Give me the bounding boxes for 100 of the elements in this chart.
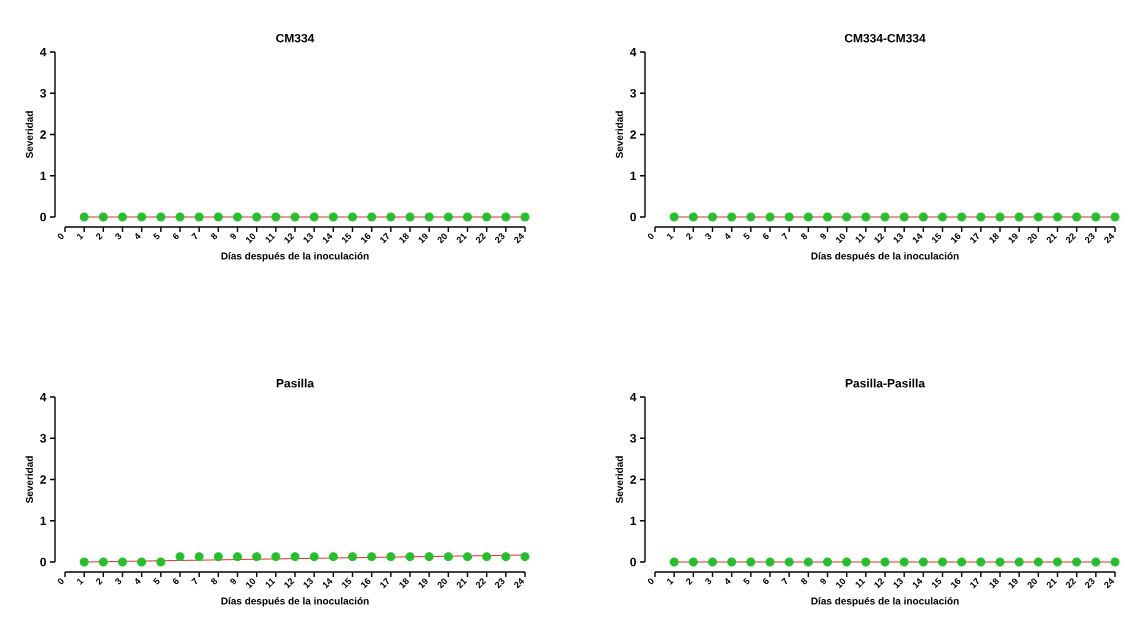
x-tick-label: 24 (1104, 232, 1115, 244)
x-tick-label: 11 (855, 233, 866, 244)
x-tick-label: 13 (893, 578, 903, 589)
chart-title: CM334 (276, 33, 315, 43)
x-tick-label: 7 (781, 577, 788, 585)
x-tick-label: 5 (743, 232, 750, 240)
x-tick-label: 24 (514, 232, 525, 244)
x-tick-label: 3 (115, 578, 122, 585)
x-tick-label: 10 (836, 233, 846, 244)
x-tick-label: 15 (341, 232, 352, 244)
x-tick-label: 4 (135, 232, 141, 240)
x-tick-label: 21 (456, 233, 468, 244)
x-tick-label: 11 (855, 578, 866, 589)
chart-title: Pasilla-Pasilla (845, 378, 926, 388)
x-tick-label: 13 (303, 233, 313, 244)
x-tick-label: 10 (836, 578, 846, 589)
x-tick-label: 18 (989, 578, 999, 589)
x-tick-label: 6 (762, 578, 769, 585)
x-tick-label: 1 (667, 578, 674, 585)
x-tick-label: 20 (437, 578, 447, 589)
x-tick-label: 12 (874, 578, 885, 589)
x-tick-label: 3 (705, 233, 712, 240)
y-tick-label: 3 (40, 434, 47, 443)
x-tick-label: 8 (211, 233, 218, 240)
x-tick-label: 12 (284, 578, 295, 589)
y-tick-label: 4 (39, 392, 47, 402)
x-tick-label: 22 (1065, 578, 1077, 589)
y-tick-label: 4 (39, 47, 47, 57)
x-tick-label: 1 (667, 233, 674, 240)
x-tick-label: 5 (743, 577, 750, 585)
y-tick-label: 4 (629, 392, 637, 402)
x-tick-label: 17 (380, 577, 389, 589)
x-tick-label: 8 (801, 578, 808, 585)
x-tick-label: 24 (1104, 577, 1115, 589)
x-tick-label: 21 (1046, 233, 1058, 244)
x-tick-label: 8 (211, 578, 218, 585)
x-tick-label: 19 (1008, 233, 1018, 244)
x-tick-label: 23 (1085, 233, 1095, 244)
y-tick-label: 0 (40, 557, 46, 567)
y-tick-label: 2 (40, 130, 46, 139)
chart-title: CM334-CM334 (844, 33, 926, 43)
x-tick-label: 10 (246, 233, 256, 244)
x-tick-label: 4 (725, 577, 731, 585)
x-tick-label: 4 (725, 232, 731, 240)
x-tick-label: 18 (399, 578, 409, 589)
x-tick-label: 23 (1085, 578, 1095, 589)
y-tick-label: 2 (630, 130, 636, 139)
x-tick-label: 16 (951, 578, 961, 589)
y-tick-label: 4 (629, 47, 637, 57)
x-tick-label: 18 (989, 233, 999, 244)
chart-title: Pasilla (276, 378, 315, 388)
x-tick-label: 16 (361, 578, 371, 589)
x-tick-label: 5 (153, 577, 160, 585)
x-tick-label: 13 (303, 578, 313, 589)
x-tick-label: 20 (1027, 233, 1037, 244)
x-tick-label: 11 (265, 233, 276, 244)
x-tick-label: 0 (647, 578, 654, 585)
y-axis-title: Severidad (25, 456, 33, 504)
x-tick-label: 22 (1065, 233, 1077, 244)
x-tick-label: 7 (191, 232, 198, 240)
x-tick-label: 0 (57, 233, 64, 240)
x-tick-label: 12 (284, 233, 295, 244)
x-tick-label: 2 (686, 578, 693, 586)
x-tick-label: 14 (322, 577, 333, 589)
x-tick-label: 7 (191, 577, 198, 585)
x-tick-label: 15 (341, 577, 352, 589)
x-tick-label: 19 (1008, 578, 1018, 589)
x-tick-label: 6 (172, 578, 179, 585)
x-tick-label: 17 (970, 577, 979, 589)
x-tick-label: 18 (399, 233, 409, 244)
y-axis-title: Severidad (615, 456, 623, 504)
x-tick-label: 19 (418, 578, 428, 589)
x-axis-title: Días después de la inoculación (221, 597, 369, 607)
x-tick-label: 20 (437, 233, 447, 244)
x-tick-label: 16 (361, 233, 371, 244)
y-tick-label: 2 (40, 475, 46, 484)
x-tick-label: 7 (781, 232, 788, 240)
y-tick-label: 1 (40, 516, 47, 525)
x-tick-label: 0 (57, 578, 64, 585)
x-axis-title: Días después de la inoculación (811, 597, 959, 607)
x-tick-label: 8 (801, 233, 808, 240)
y-tick-label: 0 (630, 557, 636, 567)
x-tick-label: 17 (380, 232, 389, 244)
x-tick-label: 5 (153, 232, 160, 240)
x-tick-label: 9 (230, 233, 237, 240)
x-tick-label: 0 (647, 233, 654, 240)
y-axis-title: Severidad (615, 111, 623, 159)
x-tick-label: 23 (495, 578, 505, 589)
x-tick-label: 9 (230, 578, 237, 585)
y-tick-label: 2 (630, 475, 636, 484)
x-tick-label: 3 (705, 578, 712, 585)
y-tick-label: 1 (630, 171, 637, 180)
y-tick-label: 0 (630, 212, 636, 222)
x-tick-label: 23 (495, 233, 505, 244)
x-tick-label: 6 (172, 233, 179, 240)
x-tick-label: 1 (77, 233, 84, 240)
x-tick-label: 14 (912, 232, 923, 244)
y-axis-title: Severidad (25, 111, 33, 159)
x-tick-label: 12 (874, 233, 885, 244)
y-tick-label: 3 (630, 89, 637, 98)
